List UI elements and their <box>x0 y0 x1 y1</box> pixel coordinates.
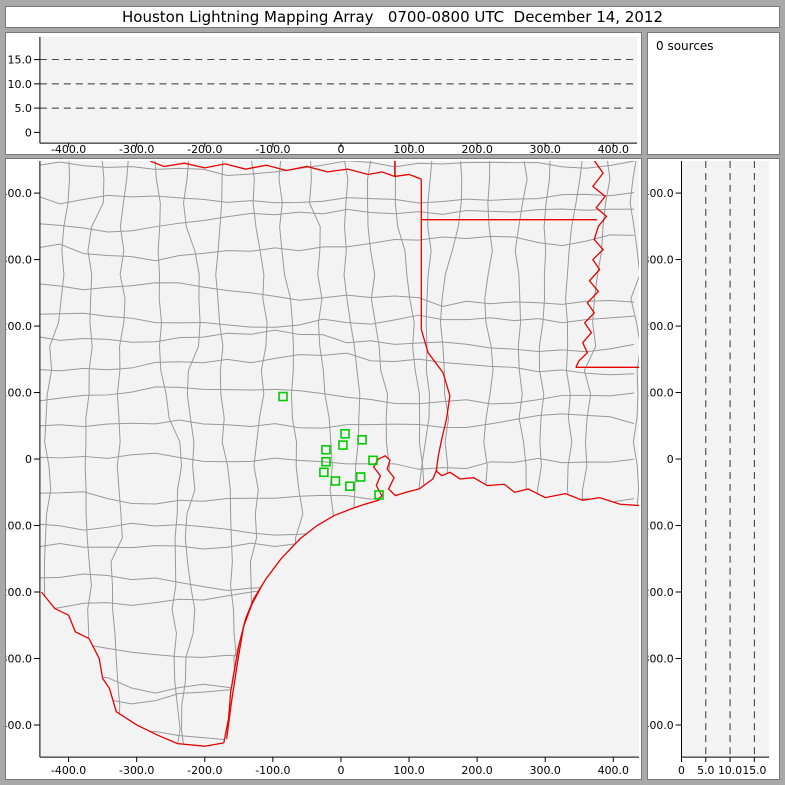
tick-label: 400.0 <box>598 143 629 154</box>
tick-label: -100.0 <box>6 520 32 533</box>
tick-label: -300.0 <box>119 143 154 154</box>
tick-label: 200.0 <box>461 764 492 777</box>
tick-label: 400.0 <box>598 764 629 777</box>
tick-label: 0 <box>25 453 32 466</box>
tick-label: -400.0 <box>648 719 674 732</box>
tick-label: -400.0 <box>6 719 32 732</box>
tick-label: -200.0 <box>187 143 222 154</box>
station-marker <box>321 456 331 467</box>
mississippi-river <box>575 160 608 368</box>
station-marker <box>340 429 350 439</box>
tick-label: 100.0 <box>6 387 32 400</box>
tick-label: 10.0 <box>718 764 742 777</box>
station-marker <box>355 472 366 482</box>
tick-label: -100.0 <box>255 764 290 777</box>
tick-label: 300.0 <box>648 254 674 267</box>
tick-label: 0 <box>667 453 674 466</box>
title-bar: Houston Lightning Mapping Array 0700-080… <box>5 6 780 28</box>
tick-label: -200.0 <box>187 764 222 777</box>
tick-label: 100.0 <box>393 764 424 777</box>
tick-label: 0 <box>25 126 32 139</box>
plan-view-panel: 400.0 300.0 200.0 100.0 0 -100.0 -200.0 -300.0 -… <box>5 158 642 780</box>
ns-altitude-plot: 400.0 300.0 200.0 100.0 0 -100.0 -200.0 -300.0 -… <box>648 160 770 777</box>
tick-label: -300.0 <box>119 764 154 777</box>
tick-label: -100.0 <box>255 143 290 154</box>
tick-label: -400.0 <box>51 143 86 154</box>
station-marker <box>321 444 331 455</box>
station-marker <box>319 467 329 478</box>
tick-label: 10.0 <box>8 78 32 91</box>
tick-label: 200.0 <box>648 320 674 333</box>
barrier-island <box>225 585 263 740</box>
tick-label: 300.0 <box>530 143 561 154</box>
tick-label: 15.0 <box>742 764 766 777</box>
tick-label: -200.0 <box>648 586 674 599</box>
tick-label: 100.0 <box>648 386 674 399</box>
sabine-river <box>420 329 451 472</box>
rio-grande <box>40 591 224 747</box>
tick-label: 200.0 <box>461 143 492 154</box>
tick-label: -300.0 <box>648 652 674 665</box>
tick-label: 5.0 <box>15 102 32 115</box>
station-marker <box>338 440 348 450</box>
tick-label: -400.0 <box>51 764 86 777</box>
station-marker <box>374 490 384 500</box>
sources-panel: 0 sources <box>647 32 780 155</box>
lma-stations <box>278 391 384 500</box>
altitude-ew-plot: 0 5.0 10.0 15.0 -400.0 -300.0 -200.0 -100.0 0 100… <box>8 36 638 154</box>
gulf-coastline <box>223 454 640 744</box>
tick-label: 400.0 <box>6 187 32 200</box>
station-marker <box>278 391 288 402</box>
tick-label: 200.0 <box>6 320 32 333</box>
tick-label: 100.0 <box>393 143 424 154</box>
station-marker <box>345 481 355 492</box>
red-river-tx-ok <box>150 160 422 180</box>
tick-label: 0 <box>337 143 344 154</box>
tick-label: 0 <box>337 764 344 777</box>
station-marker <box>368 455 378 466</box>
tick-label: 5.0 <box>697 764 714 777</box>
sources-count: 0 sources <box>656 39 714 53</box>
station-marker <box>357 435 367 445</box>
altitude-ew-panel: 0 5.0 10.0 15.0 -400.0 -300.0 -200.0 -100.0 0 100… <box>5 32 642 155</box>
tick-label: 400.0 <box>648 187 674 200</box>
tick-label: -200.0 <box>6 586 32 599</box>
tick-label: -300.0 <box>6 652 32 665</box>
ns-altitude-panel: 400.0 300.0 200.0 100.0 0 -100.0 -200.0 -300.0 -… <box>647 158 780 780</box>
plan-view-map: 400.0 300.0 200.0 100.0 0 -100.0 -200.0 -300.0 -… <box>6 160 640 777</box>
tick-label: 300.0 <box>530 764 561 777</box>
tick-label: 0 <box>678 764 685 777</box>
station-marker <box>330 476 341 486</box>
window-title: Houston Lightning Mapping Array 0700-080… <box>121 8 663 26</box>
tick-label: 15.0 <box>8 54 32 67</box>
tick-label: -100.0 <box>648 519 674 532</box>
tick-label: 300.0 <box>6 254 32 267</box>
